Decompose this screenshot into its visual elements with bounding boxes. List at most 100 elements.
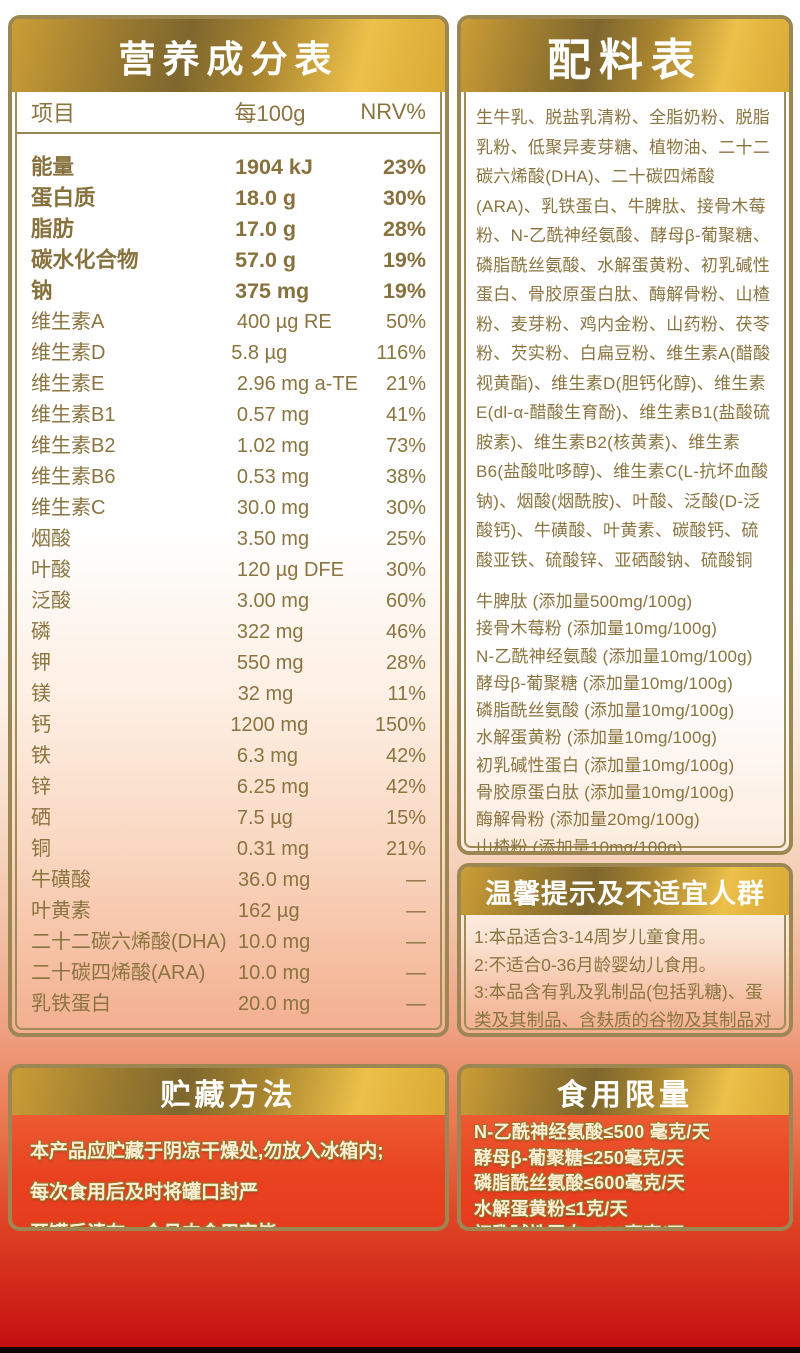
- nutrient-nrv: 150%: [374, 714, 426, 736]
- nutrient-nrv: —: [406, 993, 426, 1015]
- nutrition-row: 锌 6.25 mg 42%: [17, 770, 440, 801]
- nutrient-value: 6.25 mg: [236, 776, 310, 798]
- storage-line: 本产品应贮藏于阴凉干燥处,勿放入冰箱内;: [30, 1141, 384, 1162]
- nutrient-value: 1904 kJ: [235, 155, 313, 179]
- nutrient-value: 18.0 g: [235, 186, 297, 210]
- nutrient-value: 7.5 µg: [236, 807, 293, 829]
- ingredients-list-text: 生牛乳、脱盐乳清粉、全脂奶粉、脱脂乳粉、低聚异麦芽糖、植物油、二十二碳六烯酸(D…: [476, 108, 771, 570]
- additive-item: N-乙酰神经氨酸 (添加量10mg/100g): [476, 646, 753, 666]
- nutrient-name: 乳铁蛋白: [31, 993, 111, 1015]
- nutrient-name: 锌: [31, 776, 51, 798]
- nutrient-value: 375 mg: [235, 279, 310, 303]
- column-item: 项目: [31, 101, 76, 126]
- nutrient-name: 维生素A: [31, 311, 105, 333]
- nutrition-row: 脂肪 17.0 g 28%: [17, 212, 440, 243]
- nutrient-value: 1.02 mg: [236, 435, 310, 457]
- nutrient-nrv: —: [406, 931, 426, 953]
- nutrition-row: 维生素C 30.0 mg 30%: [17, 491, 440, 522]
- nutrition-row: 硒 7.5 µg 15%: [17, 801, 440, 832]
- tip-line: 2:不适合0-36月龄婴幼儿食用。: [474, 954, 717, 975]
- nutrition-row: 铁 6.3 mg 42%: [17, 739, 440, 770]
- nutrient-value: 400 µg RE: [236, 311, 332, 333]
- nutrient-name: 叶黄素: [31, 900, 91, 922]
- consumption-limit-panel: 食用限量 N-乙酰神经氨酸≤500 毫克/天 酵母β-葡聚糖≤250毫克/天 磷…: [457, 1064, 793, 1231]
- nutrient-nrv: 30%: [382, 186, 426, 210]
- nutrient-value: 0.57 mg: [236, 404, 310, 426]
- column-nrv: NRV%: [360, 99, 426, 124]
- nutrient-nrv: 60%: [385, 590, 426, 612]
- nutrition-row: 能量 1904 kJ 23%: [17, 150, 440, 181]
- nutrient-name: 钠: [31, 279, 53, 303]
- nutrient-nrv: 21%: [385, 373, 426, 395]
- nutrient-value: 6.3 mg: [236, 745, 298, 767]
- nutrient-nrv: 30%: [385, 497, 426, 519]
- nutrient-value: 3.50 mg: [236, 528, 310, 550]
- nutrient-nrv: 11%: [387, 683, 426, 705]
- tip-line: 3:本品含有乳及乳制品(包括乳糖)、蛋类及其制品、含麸质的谷物及其制品对其过敏者…: [474, 982, 772, 1030]
- nutrition-row: 镁 32 mg 11%: [17, 677, 440, 708]
- nutrient-value: 10.0 mg: [238, 931, 311, 953]
- storage-line: 每次食用后及时将罐口封严: [30, 1182, 259, 1203]
- nutrient-name: 维生素B2: [31, 435, 116, 457]
- nutrient-nrv: 25%: [385, 528, 426, 550]
- nutrient-nrv: 41%: [385, 404, 426, 426]
- bottom-black-strip: [0, 1347, 800, 1353]
- nutrition-row: 维生素B2 1.02 mg 73%: [17, 429, 440, 460]
- nutrition-row: 维生素B1 0.57 mg 41%: [17, 398, 440, 429]
- storage-panel-title: 贮藏方法: [12, 1068, 445, 1115]
- nutrition-facts-panel: 营养成分表 项目 每100g NRV% 能量 1904 kJ 23% 蛋白质: [8, 15, 449, 1037]
- nutrient-name: 硒: [31, 807, 51, 829]
- nutrient-nrv: —: [406, 900, 426, 922]
- nutrition-row: 泛酸 3.00 mg 60%: [17, 584, 440, 615]
- nutrition-panel-title: 营养成分表: [12, 19, 445, 92]
- nutrient-nrv: 50%: [385, 311, 426, 333]
- tip-line: 1:本品适合3-14周岁儿童食用。: [474, 927, 717, 947]
- nutrient-value: 5.8 µg: [231, 342, 288, 364]
- tips-panel-title: 温馨提示及不适宜人群: [461, 867, 789, 915]
- additive-item: 初乳碱性蛋白 (添加量10mg/100g): [476, 755, 735, 775]
- tips-text: 1:本品适合3-14周岁儿童食用。 2:不适合0-36月龄婴幼儿食用。 3:本品…: [461, 915, 789, 1033]
- nutrition-rows: 能量 1904 kJ 23% 蛋白质 18.0 g 30% 脂肪 17.0 g …: [17, 134, 440, 1018]
- nutrient-nrv: 21%: [385, 838, 426, 860]
- nutrient-name: 碳水化合物: [31, 248, 139, 272]
- nutrition-row: 维生素E 2.96 mg a-TE 21%: [17, 367, 440, 398]
- additive-item: 酶解骨粉 (添加量20mg/100g): [476, 810, 700, 830]
- additive-item: 磷脂酰丝氨酸 (添加量10mg/100g): [476, 701, 735, 721]
- tips-panel: 温馨提示及不适宜人群 1:本品适合3-14周岁儿童食用。 2:不适合0-36月龄…: [457, 863, 793, 1037]
- nutrition-row: 二十二碳六烯酸(DHA) 10.0 mg —: [17, 925, 440, 956]
- nutrient-nrv: 28%: [382, 217, 426, 241]
- nutrient-name: 二十碳四烯酸(ARA): [31, 962, 206, 984]
- nutrient-nrv: 15%: [385, 807, 426, 829]
- nutrient-name: 钙: [31, 714, 51, 736]
- storage-line: 开罐后请在一个月内食用完毕。: [30, 1213, 445, 1227]
- nutrient-nrv: 30%: [385, 559, 426, 581]
- nutrient-value: 550 mg: [236, 652, 304, 674]
- nutrient-name: 铜: [31, 838, 51, 860]
- limit-line: 酵母β-葡聚糖≤250毫克/天: [474, 1147, 685, 1168]
- nutrient-value: 32 mg: [237, 683, 294, 705]
- nutrient-name: 镁: [31, 683, 51, 705]
- nutrition-row: 磷 322 mg 46%: [17, 615, 440, 646]
- nutrient-nrv: 73%: [385, 435, 426, 457]
- nutrient-nrv: 46%: [385, 621, 426, 643]
- nutrient-name: 泛酸: [31, 590, 71, 612]
- nutrient-name: 叶酸: [31, 559, 71, 581]
- nutrition-row: 维生素B6 0.53 mg 38%: [17, 460, 440, 491]
- nutrient-nrv: 42%: [385, 745, 426, 767]
- nutrient-value: 36.0 mg: [238, 869, 311, 891]
- additive-amount-list: 牛脾肽 (添加量500mg/100g) 接骨木莓粉 (添加量10mg/100g)…: [476, 588, 774, 851]
- nutrition-row: 牛磺酸 36.0 mg —: [17, 863, 440, 894]
- additive-item: 接骨木莓粉 (添加量10mg/100g): [476, 619, 718, 639]
- nutrient-nrv: 42%: [385, 776, 426, 798]
- nutrient-value: 30.0 mg: [236, 497, 310, 519]
- nutrient-name: 磷: [31, 621, 51, 643]
- nutrition-row: 烟酸 3.50 mg 25%: [17, 522, 440, 553]
- nutrient-value: 0.53 mg: [236, 466, 310, 488]
- nutrition-row: 维生素D 5.8 µg 116%: [17, 336, 440, 367]
- nutrient-name: 铁: [31, 745, 51, 767]
- nutrient-name: 维生素E: [31, 373, 105, 395]
- limit-text: N-乙酰神经氨酸≤500 毫克/天 酵母β-葡聚糖≤250毫克/天 磷脂酰丝氨酸…: [461, 1115, 789, 1227]
- ingredients-panel: 配料表 生牛乳、脱盐乳清粉、全脂奶粉、脱脂乳粉、低聚异麦芽糖、植物油、二十二碳六…: [457, 15, 793, 855]
- nutrient-name: 维生素D: [31, 342, 106, 364]
